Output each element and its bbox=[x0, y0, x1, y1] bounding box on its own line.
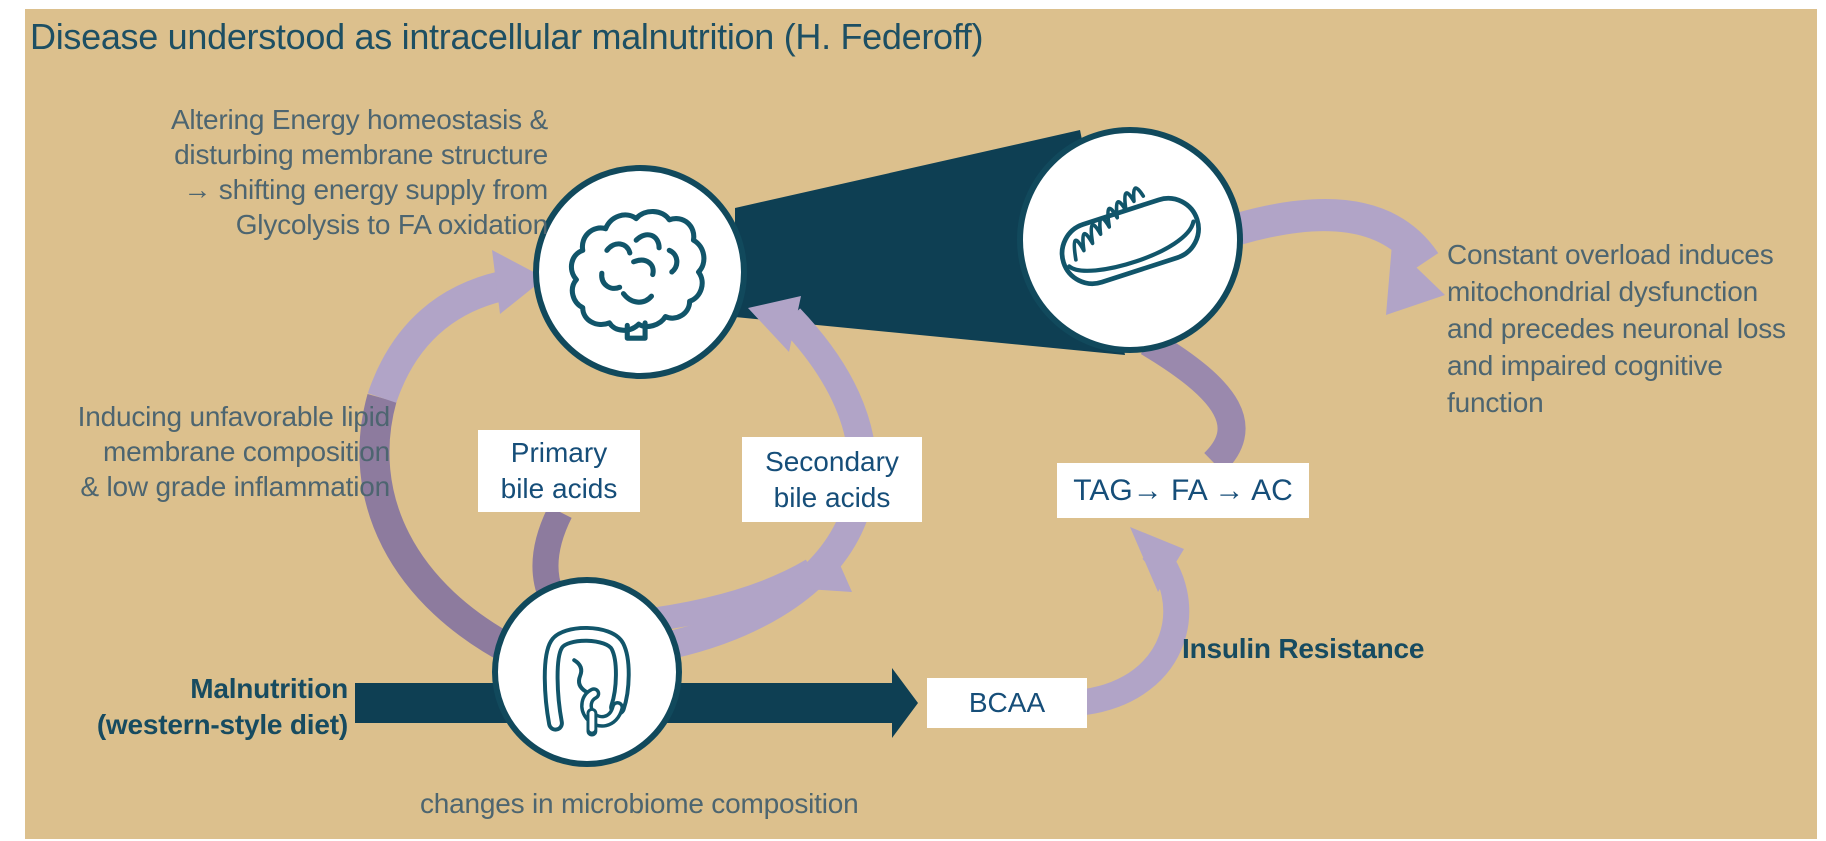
secondary-bile-acids-box: Secondary bile acids bbox=[742, 437, 922, 522]
intestine-icon bbox=[542, 626, 631, 737]
slide-title: Disease understood as intracellular maln… bbox=[30, 16, 984, 57]
primary-bile-acids-line: bile acids bbox=[500, 473, 618, 504]
intestine-circle bbox=[492, 577, 682, 767]
brain-icon bbox=[568, 209, 707, 341]
annotation-line: Malnutrition bbox=[190, 673, 348, 704]
brain-circle bbox=[533, 165, 747, 379]
arc-mitochondria-to-tag bbox=[1140, 329, 1246, 474]
annotation-line: & low grade inflammation bbox=[80, 471, 390, 502]
annotation-line: Glycolysis to FA oxidation bbox=[235, 209, 548, 240]
tag-fa-ac-label: TAG→ FA → AC bbox=[1073, 473, 1293, 507]
mitochondria-icon bbox=[1059, 186, 1201, 287]
annotation-line: disturbing membrane structure bbox=[174, 139, 548, 170]
overload-annotation: Constant overload induces mitochondrial … bbox=[1447, 236, 1817, 421]
arrowhead-into-secondary bbox=[792, 542, 852, 592]
microbiome-caption: changes in microbiome composition bbox=[420, 788, 859, 819]
bcaa-label: BCAA bbox=[968, 687, 1046, 718]
annotation-line: → shifting energy supply from bbox=[183, 174, 548, 205]
annotation-line: Inducing unfavorable lipid bbox=[77, 401, 391, 432]
annotation-line: function bbox=[1447, 387, 1544, 418]
annotation-line: membrane composition bbox=[102, 436, 390, 467]
energy-annotation: Altering Energy homeostasis & disturbing… bbox=[110, 102, 548, 242]
insulin-resistance-label: Insulin Resistance bbox=[1182, 633, 1425, 664]
secondary-bile-acids-line: Secondary bbox=[765, 445, 899, 477]
annotation-line: (western-style diet) bbox=[96, 709, 348, 740]
arc-gut-to-brain-right bbox=[642, 308, 877, 664]
annotation-line: and precedes neuronal loss bbox=[1447, 313, 1786, 344]
arrowhead-into-overload-text bbox=[1386, 244, 1445, 315]
lipid-annotation: Inducing unfavorable lipid membrane comp… bbox=[60, 399, 391, 504]
arc-mitochondria-to-text bbox=[1204, 199, 1439, 272]
annotation-line: Constant overload induces bbox=[1447, 239, 1774, 270]
primary-bile-acids-line: Primary bbox=[510, 437, 608, 468]
arrowhead-into-brain-left bbox=[492, 250, 545, 314]
slide-background bbox=[25, 9, 1817, 839]
mitochondria-circle bbox=[1017, 127, 1243, 353]
beam-brain-to-mitochondria bbox=[735, 130, 1125, 355]
arc-gut-to-brain-left-upper bbox=[367, 271, 506, 404]
annotation-line: and impaired cognitive bbox=[1447, 350, 1723, 381]
arrowhead-into-brain-right bbox=[748, 296, 801, 352]
secondary-bile-acids-line: bile acids bbox=[773, 481, 891, 513]
annotation-line: mitochondrial dysfunction bbox=[1447, 276, 1758, 307]
arc-gut-to-brain-left-lower bbox=[359, 393, 527, 669]
arrowhead-into-tag bbox=[1130, 527, 1184, 592]
bcaa-box: BCAA bbox=[927, 678, 1087, 728]
tag-fa-ac-box: TAG→ FA → AC bbox=[1057, 463, 1309, 518]
primary-bile-acids-box: Primary bile acids bbox=[478, 430, 640, 512]
annotation-line: Altering Energy homeostasis & bbox=[170, 104, 548, 135]
malnutrition-label: Malnutrition (western-style diet) bbox=[90, 671, 348, 743]
